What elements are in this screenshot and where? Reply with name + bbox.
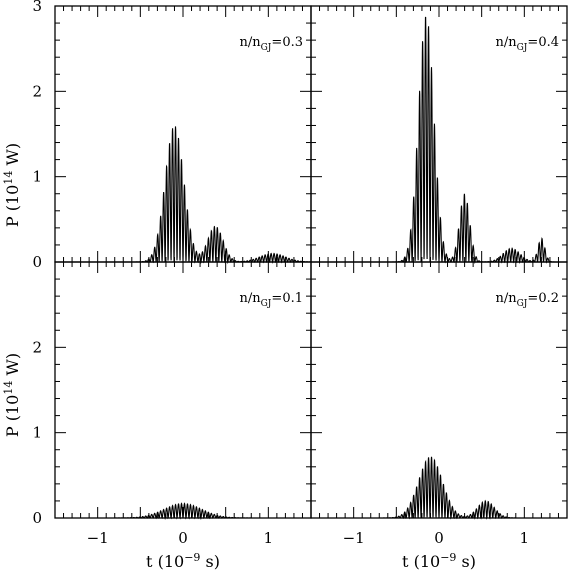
panel-label: n/nGJ=0.4: [495, 35, 559, 53]
series-line: [55, 126, 312, 265]
y-axis-title-top-text: P (1014 W): [2, 143, 22, 227]
panel-label: n/nGJ=0.2: [495, 291, 559, 309]
x-tick-label: −1: [343, 529, 365, 547]
y-tick-label: 2: [32, 338, 42, 356]
panel-label: n/nGJ=0.3: [239, 35, 303, 53]
x-tick-label: 0: [434, 529, 444, 547]
y-tick-label: 1: [32, 168, 42, 186]
x-tick-label: 0: [178, 529, 188, 547]
x-tick-label: 1: [520, 529, 530, 547]
panel-label: n/nGJ=0.1: [239, 291, 303, 309]
y-tick-label: 3: [32, 0, 42, 15]
series-line: [311, 456, 567, 520]
series-line: [55, 502, 311, 521]
y-axis-title-top: P (1014 W): [2, 143, 22, 227]
panels-group: 0 1 2 3 n/nGJ=0.3 n/nGJ=0.4 0 1 2 −1 0 1 n/nGJ=0.1 −1…: [32, 0, 568, 547]
series-line: [311, 16, 567, 265]
panel-bottom-left: 0 1 2 −1 0 1 n/nGJ=0.1: [32, 261, 312, 547]
x-tick-label: 1: [264, 529, 274, 547]
x-axis-title-right: t (10−9 s): [402, 551, 476, 571]
y-tick-label: 0: [32, 509, 42, 527]
y-axis-title-bottom: P (1014 W): [2, 353, 22, 437]
x-axis-title-left: t (10−9 s): [146, 551, 220, 571]
y-axis-title-bottom-text: P (1014 W): [2, 353, 22, 437]
y-tick-label: 0: [32, 253, 42, 271]
y-tick-label: 1: [32, 424, 42, 442]
panel-top-right: n/nGJ=0.4: [310, 5, 568, 265]
y-tick-label: 2: [32, 82, 42, 100]
x-tick-label: −1: [87, 529, 109, 547]
panel-bottom-right: −1 0 1 n/nGJ=0.2: [310, 261, 568, 547]
panel-top-left: 0 1 2 3 n/nGJ=0.3: [32, 0, 312, 271]
